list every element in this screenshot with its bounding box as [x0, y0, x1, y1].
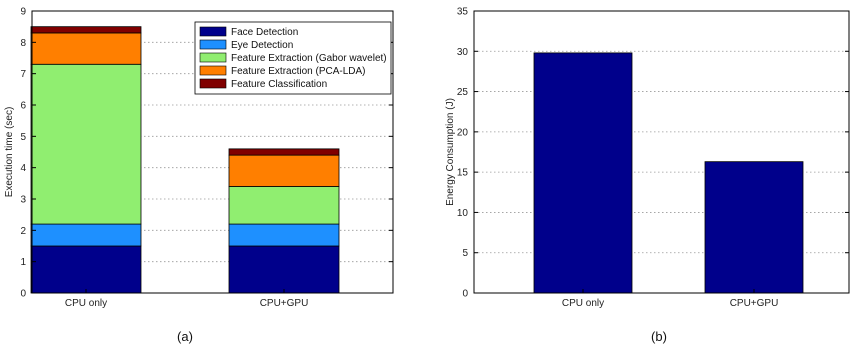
ytick-label-1-5: 25 [457, 87, 469, 98]
ytick-label-0-4: 4 [20, 163, 26, 174]
bar-segment-cpu-only-0 [30, 245, 142, 294]
legend-swatch-0 [199, 26, 227, 37]
axes-frame-0 [31, 10, 394, 294]
bar-1 [704, 161, 804, 294]
bar-segment-cpu-gpu-0 [228, 245, 340, 294]
bar-0 [533, 52, 633, 294]
xtick-label-0-1: CPU+GPU [260, 298, 309, 309]
ytick-label-0-3: 3 [20, 195, 26, 206]
ytick-label-0-7: 7 [20, 69, 26, 80]
y-axis-label-1: Energy Consumption (J) [445, 98, 456, 206]
legend-swatch-1 [199, 39, 227, 50]
ytick-label-1-0: 0 [462, 289, 468, 300]
bar-segment-cpu-gpu-3 [228, 154, 340, 187]
legend-label-3: Feature Extraction (PCA-LDA) [231, 66, 366, 77]
ytick-label-1-4: 20 [457, 127, 469, 138]
ytick-label-1-2: 10 [457, 208, 469, 219]
bar-segment-cpu-gpu-4 [228, 148, 340, 156]
bar-segment-cpu-gpu-1 [228, 223, 340, 247]
bar-segment-cpu-gpu-2 [228, 186, 340, 225]
y-axis-label-0: Execution time (sec) [4, 107, 15, 198]
ytick-label-0-0: 0 [20, 289, 26, 300]
ytick-label-0-5: 5 [20, 132, 26, 143]
xtick-label-1-1: CPU+GPU [730, 298, 779, 309]
bar-segment-cpu-only-1 [30, 223, 142, 247]
legend-box [194, 21, 392, 95]
legend-label-0: Face Detection [231, 27, 298, 38]
legend-label-4: Feature Classification [231, 79, 327, 90]
panel-label-0: (a) [177, 329, 193, 344]
legend-swatch-2 [199, 52, 227, 63]
bar-segment-cpu-only-2 [30, 63, 142, 225]
xtick-label-1-0: CPU only [562, 298, 604, 309]
ytick-label-1-6: 30 [457, 47, 469, 58]
xtick-label-0-0: CPU only [65, 298, 107, 309]
ytick-label-1-3: 15 [457, 168, 469, 179]
ytick-label-0-2: 2 [20, 226, 26, 237]
ytick-label-0-6: 6 [20, 101, 26, 112]
ytick-label-1-1: 5 [462, 248, 468, 259]
legend-swatch-4 [199, 78, 227, 89]
panel-label-1: (b) [651, 329, 667, 344]
ytick-label-0-8: 8 [20, 38, 26, 49]
ytick-label-0-9: 9 [20, 7, 26, 18]
legend-swatch-3 [199, 65, 227, 76]
bar-segment-cpu-only-4 [30, 26, 142, 34]
ytick-label-1-7: 35 [457, 7, 469, 18]
bar-segment-cpu-only-3 [30, 32, 142, 65]
ytick-label-0-1: 1 [20, 257, 26, 268]
legend-label-1: Eye Detection [231, 40, 293, 51]
legend-label-2: Feature Extraction (Gabor wavelet) [231, 53, 387, 64]
axes-frame-1 [473, 10, 850, 294]
